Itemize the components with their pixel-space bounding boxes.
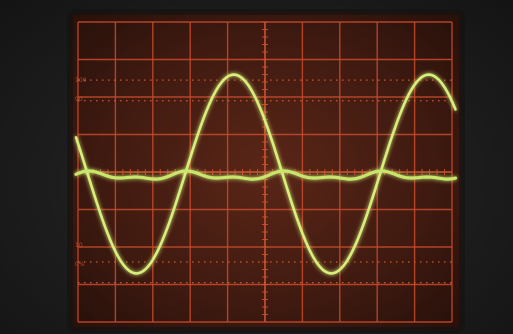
ref-mark-10: 10 <box>75 242 83 249</box>
crt-face <box>70 12 462 330</box>
screen-vignette <box>67 9 465 333</box>
ref-mark-90: 90 <box>75 96 83 103</box>
ref-mark-100: 100 <box>75 77 87 84</box>
sine-trace <box>74 73 457 275</box>
reference-marks: 100 90 10 0% <box>75 77 87 268</box>
ref-mark-0: 0% <box>75 261 85 268</box>
flat-trace <box>74 169 458 181</box>
